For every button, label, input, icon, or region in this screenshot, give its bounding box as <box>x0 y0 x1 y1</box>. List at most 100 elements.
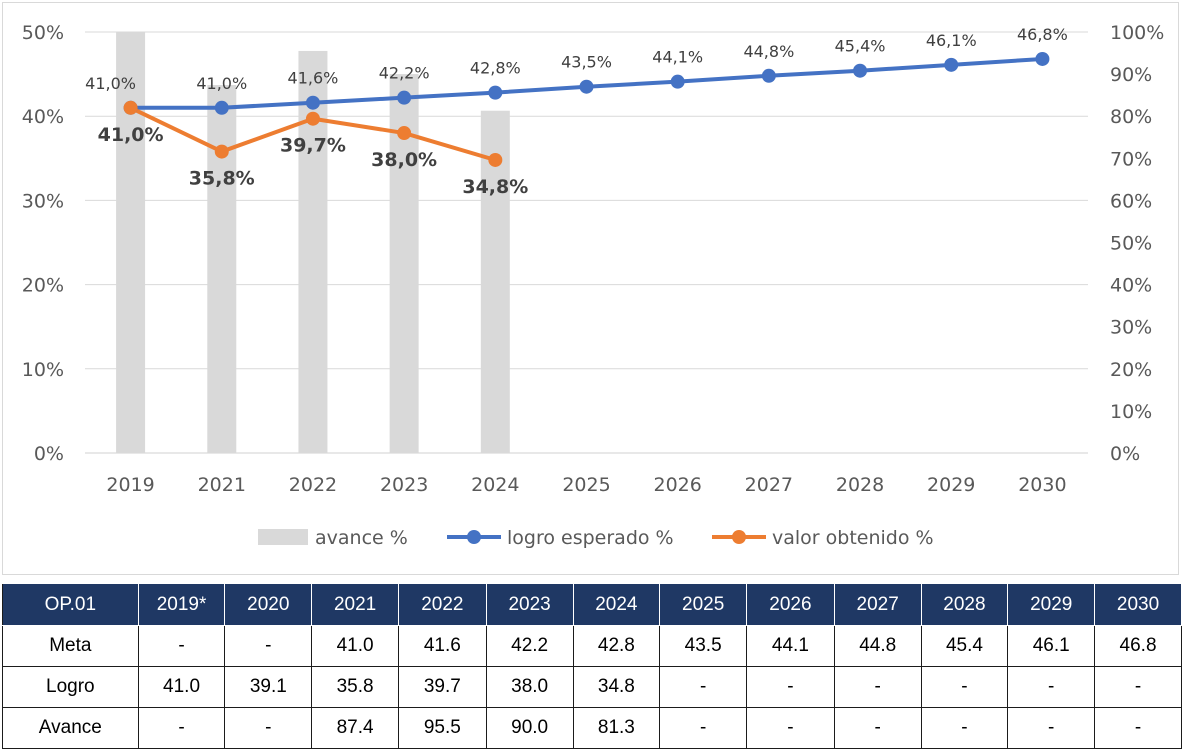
table-year-header: 2028 <box>920 583 1009 626</box>
avance-bar <box>480 110 510 454</box>
legend: avance % logro esperado % valor obtenido % <box>258 527 934 549</box>
x-axis-tick-label: 2019 <box>106 474 154 496</box>
avance-bar <box>298 50 328 453</box>
table-cell: - <box>920 707 1009 749</box>
table-cell: 35.8 <box>311 666 399 708</box>
table-year-header: 2026 <box>746 583 835 626</box>
table-cell: - <box>659 666 748 708</box>
table-cell: - <box>746 666 835 708</box>
table-row-label: Avance <box>2 707 139 749</box>
table-cell: 39.7 <box>397 666 487 708</box>
right-axis-tick-label: 100% <box>1110 22 1164 44</box>
lines <box>123 51 1050 167</box>
table-cell: 81.3 <box>572 707 661 749</box>
logro-esperado-point <box>1035 51 1050 66</box>
logro-esperado-label: 42,2% <box>379 64 430 83</box>
table-year-header: 2022 <box>397 583 487 626</box>
table-year-header: 2025 <box>659 583 748 626</box>
axes: 0% 10% 20% 30% 40% 50% 0% 10% 20% 30% 40% 50% 60% 70%… <box>22 22 1165 496</box>
table-cell: - <box>833 666 922 708</box>
table-corner-header: OP.01 <box>2 583 139 626</box>
avance-bar <box>116 32 146 453</box>
left-axis-tick-label: 30% <box>22 190 64 212</box>
right-axis-tick-label: 20% <box>1110 359 1152 381</box>
logro-esperado-point <box>853 63 868 78</box>
table-cell: - <box>746 707 835 749</box>
table-cell: 44.8 <box>833 625 922 667</box>
table-cell: 87.4 <box>311 707 399 749</box>
valor-obtenido-point <box>305 111 320 126</box>
legend-valor-obtenido-label: valor obtenido % <box>772 527 934 549</box>
left-axis-tick-label: 0% <box>34 443 64 465</box>
valor-obtenido-label: 38,0% <box>371 149 437 171</box>
table-year-header: 2029 <box>1007 583 1096 626</box>
logro-esperado-point <box>579 79 594 94</box>
x-axis-tick-label: 2030 <box>1018 474 1066 496</box>
right-axis-tick-label: 50% <box>1110 233 1152 255</box>
gridlines <box>85 31 1088 454</box>
table-header-row: OP.01 2019* 2020 2021 2022 2023 2024 2025 2026 20… <box>2 583 1182 626</box>
right-axis-tick-label: 10% <box>1110 401 1152 423</box>
right-axis-tick-label: 80% <box>1110 106 1152 128</box>
x-axis-tick-label: 2029 <box>927 474 975 496</box>
x-axis-tick-label: 2021 <box>198 474 246 496</box>
x-axis-tick-label: 2023 <box>380 474 428 496</box>
legend-valor-obtenido-marker <box>732 530 746 544</box>
left-axis-tick-label: 20% <box>22 275 64 297</box>
logro-esperado-point <box>488 85 503 100</box>
logro-esperado-label: 45,4% <box>835 37 886 56</box>
table-cell: - <box>224 625 313 667</box>
valor-obtenido-point <box>397 126 412 141</box>
table-cell: 45.4 <box>920 625 1009 667</box>
table-cell: - <box>1094 707 1182 749</box>
right-axis-tick-label: 60% <box>1110 190 1152 212</box>
valor-obtenido-label: 34,8% <box>462 176 528 198</box>
logro-esperado-point <box>944 57 959 72</box>
table-year-header: 2020 <box>224 583 313 626</box>
table-cell: - <box>1007 666 1096 708</box>
table-cell: 43.5 <box>659 625 748 667</box>
logro-esperado-label: 44,1% <box>652 48 703 67</box>
logro-esperado-label: 41,6% <box>288 69 339 88</box>
table-cell: 38.0 <box>485 666 574 708</box>
logro-esperado-point <box>670 74 685 89</box>
legend-avance-label: avance % <box>315 527 408 549</box>
x-axis-tick-label: 2022 <box>289 474 337 496</box>
avance-bar <box>207 85 237 454</box>
table-cell: 46.1 <box>1007 625 1096 667</box>
right-axis-tick-label: 90% <box>1110 64 1152 86</box>
legend-avance-swatch <box>258 529 308 545</box>
table-cell: - <box>920 666 1009 708</box>
logro-esperado-label: 43,5% <box>561 53 612 72</box>
logro-esperado-point <box>214 100 229 115</box>
table-cell: 42.2 <box>485 625 574 667</box>
table-cell: 39.1 <box>224 666 313 708</box>
table-year-header: 2023 <box>485 583 574 626</box>
table-cell: - <box>1094 666 1182 708</box>
table-cell: - <box>833 707 922 749</box>
x-axis-tick-label: 2027 <box>745 474 793 496</box>
table-cell: 34.8 <box>572 666 661 708</box>
logro-esperado-label: 42,8% <box>470 59 521 78</box>
logro-esperado-label: 46,8% <box>1017 25 1068 44</box>
valor-obtenido-label: 41,0% <box>98 124 164 146</box>
data-labels: 41,0% 41,0% 41,6% 42,2% 42,8% 43,5% 44,1% 44,8%… <box>85 25 1068 198</box>
logro-esperado-label: 46,1% <box>926 31 977 50</box>
left-axis-tick-label: 50% <box>22 22 64 44</box>
x-axis-tick-label: 2025 <box>562 474 610 496</box>
right-axis-tick-label: 70% <box>1110 148 1152 170</box>
legend-logro-esperado-label: logro esperado % <box>507 527 674 549</box>
data-table: OP.01 2019* 2020 2021 2022 2023 2024 2025 2026 20… <box>2 583 1182 749</box>
table-cell: 44.1 <box>746 625 835 667</box>
table-year-header: 2021 <box>311 583 399 626</box>
table-row-label: Logro <box>2 666 139 708</box>
table-row: Logro 41.0 39.1 35.8 39.7 38.0 34.8- - - - - - <box>2 666 1182 708</box>
table-cell: 41.0 <box>311 625 399 667</box>
table-year-header: 2019* <box>137 583 226 626</box>
logro-esperado-label: 44,8% <box>743 42 794 61</box>
x-axis-tick-label: 2024 <box>471 474 519 496</box>
x-axis-tick-label: 2028 <box>836 474 884 496</box>
logro-esperado-point <box>397 90 412 105</box>
table-cell: 95.5 <box>397 707 487 749</box>
table-cell: - <box>137 707 226 749</box>
